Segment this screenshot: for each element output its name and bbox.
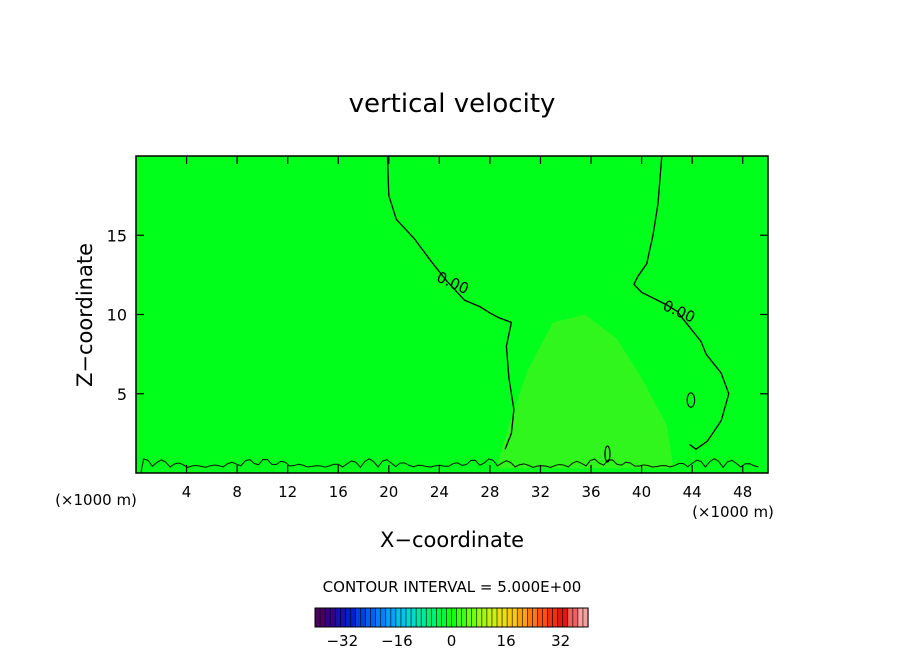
colorbar-cell: [542, 607, 549, 628]
colorbar-cell: [557, 607, 564, 628]
colorbar-cell: [370, 607, 377, 628]
x-tick-label: 24: [430, 483, 449, 501]
colorbar-cell: [410, 607, 417, 628]
updraft-tint: [496, 314, 674, 469]
small-contour-2: [604, 445, 611, 463]
y-axis-label: Z−coordinate: [73, 243, 97, 387]
x-tick-label: 16: [329, 483, 348, 501]
surface-contours: [140, 458, 759, 473]
colorbar-cell: [572, 607, 579, 628]
colorbar-cell: [547, 607, 554, 628]
colorbar-cell: [476, 607, 483, 628]
colorbar-cell: [532, 607, 539, 628]
x-tick-label: 28: [480, 483, 499, 501]
colorbar-cell: [506, 607, 513, 628]
colorbar-cell: [345, 607, 351, 628]
colorbar: [314, 607, 589, 628]
colorbar-cell: [446, 607, 453, 628]
colorbar-cell: [430, 607, 437, 628]
colorbar-cell: [537, 607, 544, 628]
colorbar-cell: [365, 607, 372, 628]
contour-interval-label: CONTOUR INTERVAL = 5.000E+00: [323, 578, 582, 596]
colorbar-cell: [350, 607, 357, 628]
colorbar-cell: [466, 607, 473, 628]
colorbar-cell: [360, 607, 367, 628]
colorbar-tick-label: 0: [447, 632, 457, 650]
colorbar-ticks: −32 −16 0 16 32: [326, 632, 570, 650]
x-tick-label: 4: [182, 483, 192, 501]
colorbar-cell: [567, 607, 574, 628]
colorbar-cell: [527, 607, 533, 628]
colorbar-tick-label: −32: [326, 632, 358, 650]
colorbar-cell: [496, 607, 503, 628]
colorbar-cell: [329, 607, 336, 628]
colorbar-cell: [314, 607, 321, 628]
zero-contour-line-2: [633, 155, 730, 450]
zero-contours: [386, 155, 730, 463]
colorbar-cell: [481, 607, 488, 628]
colorbar-cell: [521, 607, 528, 628]
x-tick-label: 32: [531, 483, 550, 501]
colorbar-cell: [491, 607, 498, 628]
colorbar-cell: [425, 607, 432, 628]
colorbar-cell: [355, 607, 362, 628]
colorbar-cell: [420, 607, 427, 628]
colorbar-cell: [552, 607, 559, 628]
x-tick-label: 12: [278, 483, 297, 501]
colorbar-cell: [501, 607, 508, 628]
colorbar-cell: [380, 607, 387, 628]
colorbar-frame: [314, 607, 589, 628]
x-unit-label: (×1000 m): [692, 503, 774, 521]
x-axis-ticks: 4 8 12 16 20 24 28 32 36 40 44 48: [182, 156, 752, 501]
colorbar-cell: [390, 607, 397, 628]
colorbar-cell: [562, 607, 569, 628]
updraft-tint-layer: [496, 314, 674, 469]
colorbar-cell: [400, 607, 407, 628]
colorbar-cell: [516, 607, 523, 628]
x-tick-label: 40: [632, 483, 651, 501]
x-tick-label: 36: [581, 483, 600, 501]
plot-area: 0.000.00: [135, 155, 769, 474]
x-tick-label: 44: [683, 483, 702, 501]
colorbar-cell: [436, 607, 442, 628]
colorbar-cell: [395, 607, 402, 628]
y-tick-label: 10: [107, 306, 127, 325]
colorbar-cell: [319, 607, 326, 628]
zero-contour-line-1: [386, 155, 515, 450]
y-tick-label: 5: [117, 385, 127, 404]
x-tick-label: 48: [733, 483, 752, 501]
colorbar-cell: [582, 607, 589, 628]
colorbar-cell: [415, 607, 422, 628]
colorbar-cell: [451, 607, 458, 628]
colorbar-cell: [461, 607, 468, 628]
colorbar-cell: [324, 607, 331, 628]
x-tick-label: 8: [232, 483, 242, 501]
colorbar-cell: [511, 607, 518, 628]
colorbar-cell: [486, 607, 493, 628]
colorbar-cell: [385, 607, 392, 628]
colorbar-tick-label: 16: [497, 632, 516, 650]
x-tick-label: 20: [379, 483, 398, 501]
surface-contour-line: [140, 458, 759, 473]
colorbar-tick-label: 32: [551, 632, 570, 650]
colorbar-tick-label: −16: [381, 632, 413, 650]
chart-title: vertical velocity: [349, 89, 556, 119]
small-contour-1: [686, 392, 696, 408]
colorbar-cell: [441, 607, 448, 628]
colorbar-cell: [405, 607, 412, 628]
y-unit-label: (×1000 m): [55, 491, 137, 509]
colorbar-cell: [577, 607, 584, 628]
x-axis-label: X−coordinate: [380, 528, 524, 552]
y-tick-label: 15: [107, 226, 127, 245]
colorbar-cell: [375, 607, 382, 628]
y-axis-ticks: 5 10 15: [107, 226, 768, 404]
colorbar-cell: [339, 607, 346, 628]
colorbar-cell: [334, 607, 341, 628]
colorbar-cell: [456, 607, 463, 628]
colorbar-cell: [471, 607, 478, 628]
